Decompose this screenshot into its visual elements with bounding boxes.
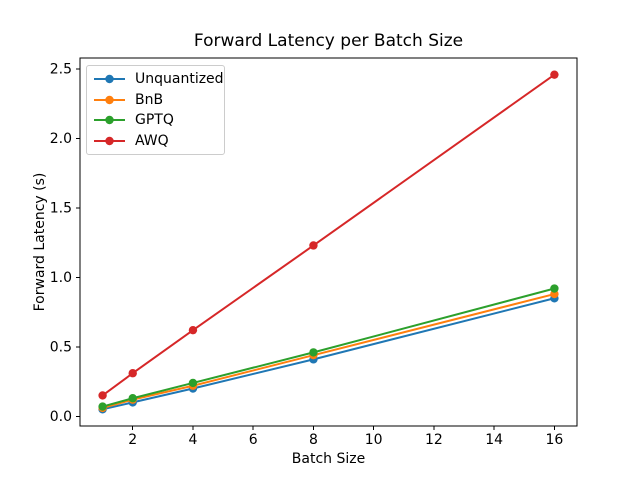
x-axis-label: Batch Size — [291, 451, 366, 467]
legend-line-marker-icon — [94, 116, 125, 125]
y-tick-label: 2.0 — [50, 131, 72, 147]
series-marker-awq — [309, 241, 318, 250]
x-tick-label: 12 — [425, 432, 443, 448]
series-marker-gptq — [98, 402, 107, 411]
legend-label: AWQ — [135, 132, 169, 149]
legend-item-gptq: GPTQ — [87, 110, 224, 131]
series-marker-gptq — [550, 284, 559, 293]
x-tick-label: 10 — [365, 432, 383, 448]
x-tick-label: 2 — [128, 432, 137, 448]
chart-title: Forward Latency per Batch Size — [193, 31, 464, 51]
legend-line-marker-icon — [94, 75, 125, 84]
series-marker-gptq — [309, 348, 318, 357]
series-marker-awq — [128, 369, 137, 378]
legend-item-unquantized: Unquantized — [87, 69, 224, 90]
series-marker-awq — [98, 391, 107, 400]
series-marker-gptq — [128, 394, 137, 403]
series-marker-awq — [550, 70, 559, 79]
axes-spines — [79, 57, 578, 427]
series-line-bnb — [101, 293, 556, 409]
legend-line-marker-icon — [94, 95, 125, 104]
y-tick-label: 1.0 — [50, 270, 72, 286]
series-line-unquantized — [101, 297, 556, 411]
legend-label: GPTQ — [135, 112, 174, 129]
legend-label: BnB — [135, 91, 164, 108]
x-tick-label: 14 — [485, 432, 503, 448]
x-tick-label: 4 — [188, 432, 197, 448]
legend: Unquantized BnB GPTQ AWQ — [86, 65, 225, 155]
x-tick-label: 16 — [545, 432, 563, 448]
series-marker-gptq — [188, 378, 198, 388]
series-marker-awq — [188, 325, 198, 335]
legend-item-awq: AWQ — [87, 131, 224, 152]
y-tick-label: 1.5 — [50, 200, 72, 216]
legend-label: Unquantized — [135, 71, 224, 88]
y-tick-label: 2.5 — [50, 62, 72, 78]
y-tick-label: 0.0 — [50, 409, 72, 425]
legend-line-marker-icon — [94, 136, 125, 145]
x-tick-label: 6 — [249, 432, 258, 448]
y-tick-label: 0.5 — [50, 339, 72, 355]
legend-item-bnb: BnB — [87, 90, 224, 111]
x-tick-label: 8 — [309, 432, 318, 448]
